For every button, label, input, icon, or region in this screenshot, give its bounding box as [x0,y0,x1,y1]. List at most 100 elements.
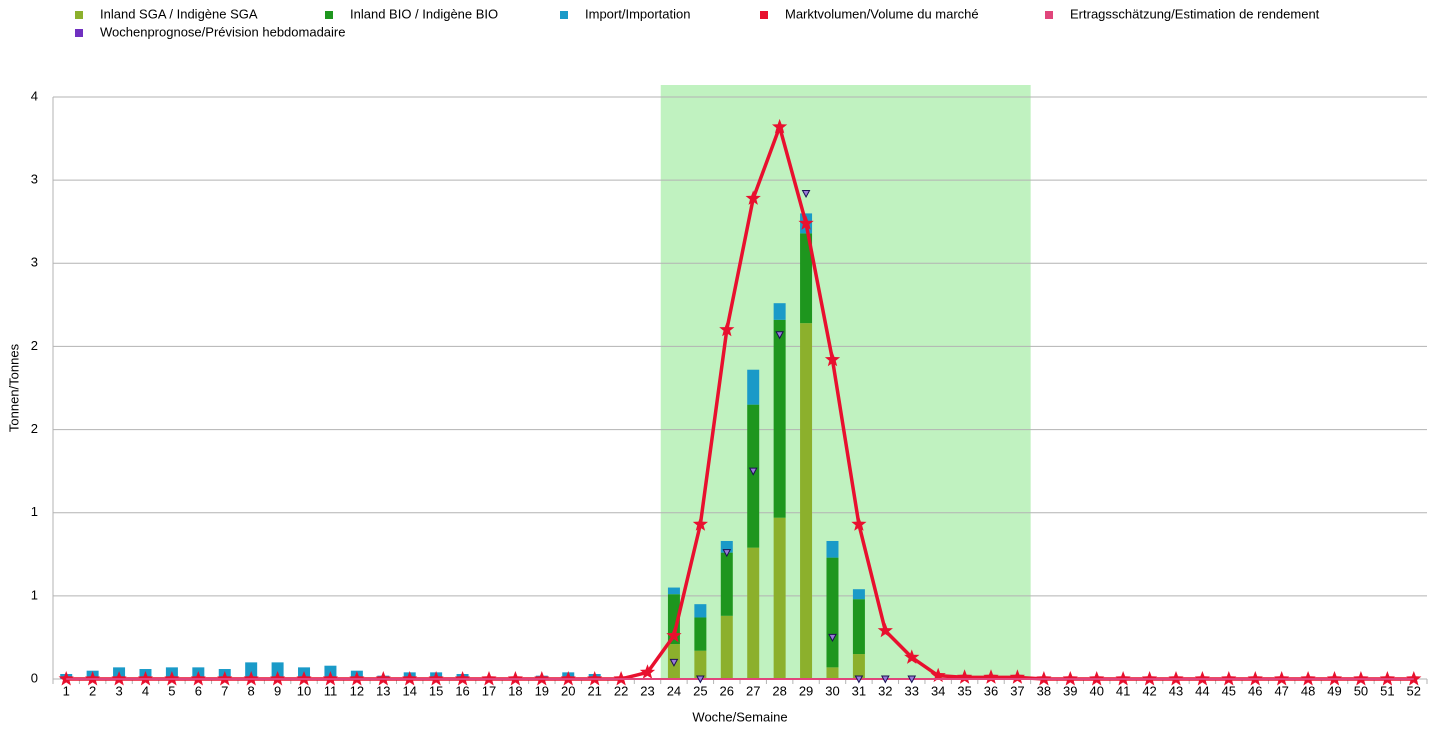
x-tick-label: 21 [587,683,601,698]
x-tick-label: 52 [1407,683,1421,698]
x-tick-label: 37 [1010,683,1024,698]
bar [720,615,733,679]
forecast-marker [748,467,758,476]
bar [667,587,680,595]
x-tick-label: 22 [614,683,628,698]
x-tick-label: 16 [455,683,469,698]
bar [245,662,258,679]
x-tick-label: 1 [63,683,70,698]
forecast-marker [854,675,864,684]
star-marker [58,671,74,686]
y-tick-label: 3 [31,255,38,270]
bar [852,599,865,655]
legend-swatch [75,29,83,37]
x-tick-label: 13 [376,683,390,698]
star-marker [983,669,999,684]
x-tick-label: 50 [1354,683,1368,698]
x-tick-label: 3 [115,683,122,698]
x-tick-label: 32 [878,683,892,698]
x-tick-label: 39 [1063,683,1077,698]
bar [800,233,813,324]
legend-label: Inland BIO / Indigène BIO [350,6,498,21]
bar [826,557,839,668]
bar [694,650,707,679]
star-marker [666,627,682,643]
bar [773,517,786,679]
legend-label: Import/Importation [585,6,691,21]
x-tick-label: 38 [1037,683,1051,698]
legend-swatch [1045,11,1053,19]
legend-label: Ertragsschätzung/Estimation de rendement [1070,6,1320,21]
x-tick-label: 51 [1380,683,1394,698]
forecast-marker [775,331,784,340]
forecast-marker [828,633,837,642]
star-marker [772,118,788,134]
bar [747,547,760,679]
bar [852,654,865,679]
x-tick-label: 24 [667,683,681,698]
y-tick-label: 1 [31,587,38,602]
bar [800,323,813,679]
x-tick-label: 30 [825,683,839,698]
bar [271,662,284,679]
star-marker [904,649,920,664]
x-tick-label: 28 [772,683,786,698]
x-tick-label: 5 [168,683,175,698]
star-marker [1009,669,1026,684]
x-tick-label: 46 [1248,683,1262,698]
star-marker [745,190,761,205]
x-tick-label: 36 [984,683,998,698]
x-tick-label: 25 [693,683,707,698]
y-tick-label: 2 [31,421,38,436]
forecast-marker [907,675,917,684]
x-tick-label: 9 [274,683,281,698]
forecast-marker [696,675,705,684]
x-tick-label: 2 [89,683,96,698]
x-tick-label: 47 [1274,683,1288,698]
bar [720,540,733,553]
forecast-marker [669,658,679,667]
x-tick-label: 43 [1169,683,1183,698]
highlight-region [660,85,1031,679]
bar [667,594,680,645]
legend-label: Wochenprognose/Prévision hebdomadaire [100,24,345,39]
x-tick-label: 33 [905,683,919,698]
star-marker [877,622,893,638]
star-marker [1406,671,1422,686]
y-tick-label: 0 [31,670,38,685]
x-axis-title: Woche/Semaine [692,709,787,724]
star-marker [798,215,814,230]
x-tick-label: 27 [746,683,760,698]
bar [747,404,760,548]
y-tick-label: 4 [31,88,38,103]
x-tick-label: 14 [402,683,416,698]
bar [773,319,786,518]
legend-swatch [760,11,768,19]
bar [826,667,839,679]
legend-swatch [560,11,568,19]
star-marker [957,669,973,684]
forecast-marker [801,189,811,199]
bar [852,589,865,600]
bar [826,540,839,558]
star-marker [639,664,656,679]
bar [773,303,786,320]
legend-label: Marktvolumen/Volume du marché [785,6,979,21]
x-tick-label: 6 [195,683,202,698]
y-axis-title: Tonnen/Tonnes [6,343,21,432]
x-tick-label: 11 [324,683,338,698]
x-tick-label: 23 [640,683,654,698]
x-tick-label: 10 [297,683,311,698]
star-marker [692,516,708,531]
legend-swatch [75,11,83,19]
bar [694,604,707,618]
x-tick-label: 20 [561,683,575,698]
y-tick-label: 2 [31,338,38,353]
x-tick-label: 12 [350,683,364,698]
star-marker [824,351,841,367]
forecast-marker [722,549,732,558]
x-tick-label: 44 [1195,683,1209,698]
star-marker [719,321,735,337]
x-tick-label: 31 [852,683,866,698]
